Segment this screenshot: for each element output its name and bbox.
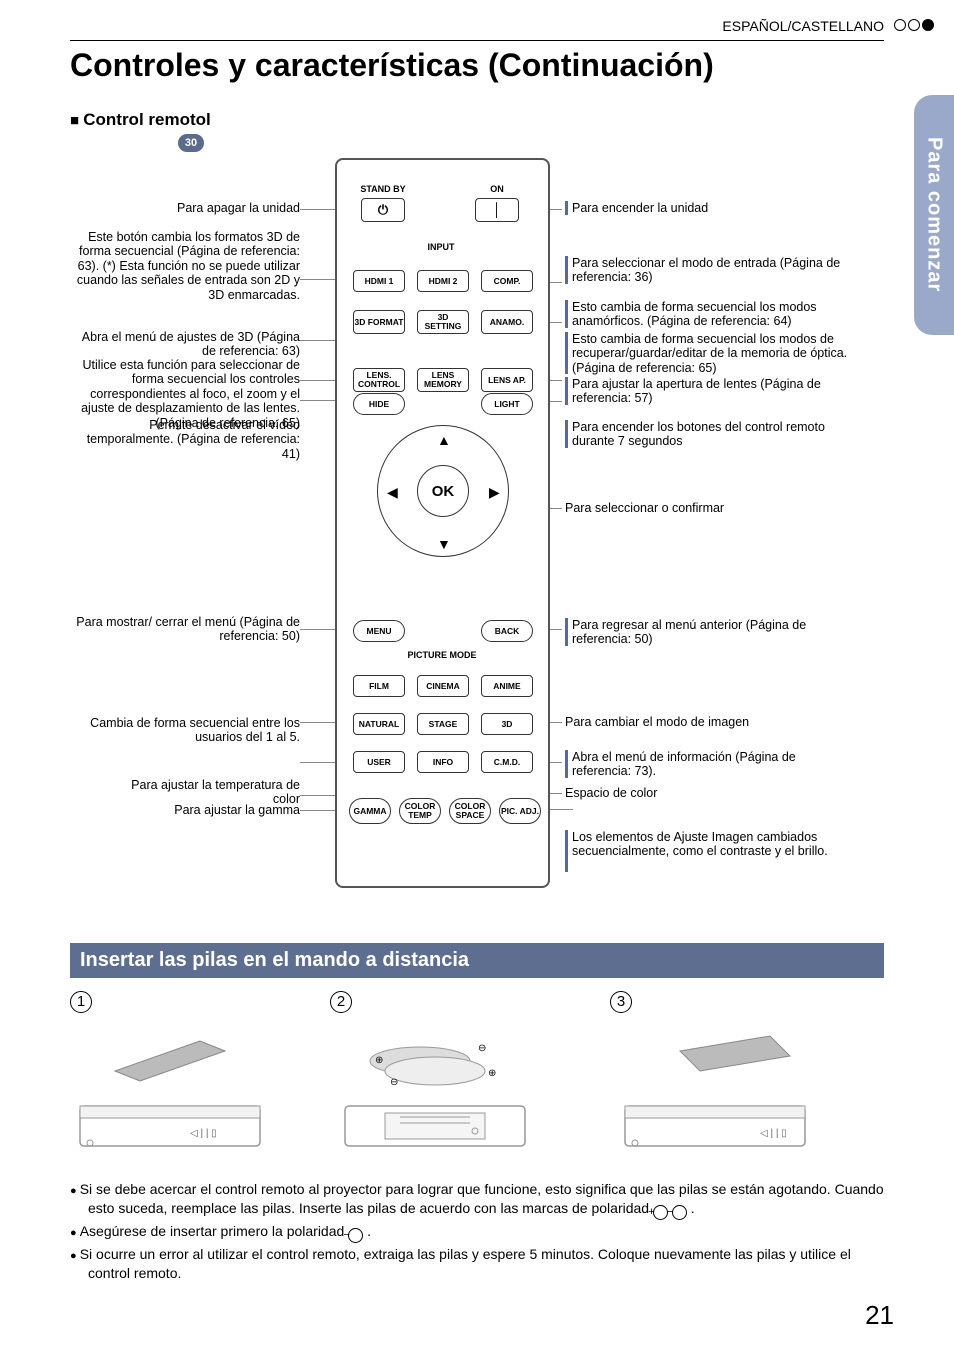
anno-anamo: Esto cambia de forma secuencial los modo…: [565, 300, 865, 329]
step-number-1: 1: [70, 990, 340, 1013]
3d-format-button[interactable]: 3D FORMAT: [353, 310, 405, 334]
hdmi2-button[interactable]: HDMI 2: [417, 270, 469, 292]
svg-text:⊖: ⊖: [478, 1043, 486, 1054]
anno-hide: Permite desactivar el vídeo temporalment…: [70, 418, 300, 461]
hide-button[interactable]: HIDE: [353, 393, 405, 415]
anno-ok: Para seleccionar o confirmar: [565, 501, 855, 515]
standby-label: STAND BY: [353, 184, 413, 194]
cmd-button[interactable]: C.M.D.: [481, 751, 533, 773]
battery-notes: Si se debe acercar el control remoto al …: [70, 1180, 884, 1285]
user-button[interactable]: USER: [353, 751, 405, 773]
up-arrow-icon[interactable]: ▲: [437, 432, 451, 448]
section-subtitle: Control remotol: [70, 110, 211, 130]
right-arrow-icon[interactable]: ▶: [489, 484, 500, 501]
side-tab-text: Para comenzar: [923, 137, 946, 292]
side-tab: Para comenzar: [914, 95, 954, 335]
remote-diagram: STAND BY ON ⏻ │ INPUT HDMI 1 HDMI 2 COMP…: [335, 158, 550, 888]
battery-steps: 1 ◁ | | ▯ 2 ⊕ ⊖ ⊖ ⊕: [70, 990, 884, 1170]
language-label: ESPAÑOL/CASTELLANO: [722, 18, 884, 34]
anno-back: Para regresar al menú anterior (Página d…: [565, 618, 855, 647]
picture-mode-label: PICTURE MODE: [392, 650, 492, 660]
anno-3dformat: Este botón cambia los formatos 3D de for…: [70, 230, 300, 302]
page-title: Controles y características (Continuació…: [70, 40, 884, 84]
anno-gamma: Para ajustar la gamma: [120, 803, 300, 817]
page-number: 21: [865, 1300, 894, 1331]
gamma-button[interactable]: GAMMA: [349, 798, 391, 824]
anno-picadj: Los elementos de Ajuste Imagen cambiados…: [565, 830, 855, 872]
anno-picmode: Para cambiar el modo de imagen: [565, 715, 855, 729]
film-button[interactable]: FILM: [353, 675, 405, 697]
lens-memory-button[interactable]: LENS MEMORY: [417, 368, 469, 392]
note-3: Si ocurre un error al utilizar el contro…: [70, 1245, 884, 1283]
badge-30: 30: [178, 134, 204, 152]
color-temp-button[interactable]: COLOR TEMP: [399, 798, 441, 824]
svg-text:◁ | | ▯: ◁ | | ▯: [190, 1128, 217, 1139]
natural-button[interactable]: NATURAL: [353, 713, 405, 735]
3d-setting-button[interactable]: 3D SETTING: [417, 310, 469, 334]
anno-3dsetting: Abra el menú de ajustes de 3D (Página de…: [70, 330, 300, 359]
info-button[interactable]: INFO: [417, 751, 469, 773]
battery-diagram-1: ◁ | | ▯: [70, 1021, 300, 1161]
hdmi1-button[interactable]: HDMI 1: [353, 270, 405, 292]
anno-on: Para encender la unidad: [565, 201, 855, 215]
color-space-button[interactable]: COLOR SPACE: [449, 798, 491, 824]
light-button[interactable]: LIGHT: [481, 393, 533, 415]
anno-lensmemory: Esto cambia de forma secuencial los modo…: [565, 332, 865, 375]
battery-diagram-3: ◁ | | ▯: [610, 1021, 840, 1161]
lens-ap-button[interactable]: LENS AP.: [481, 368, 533, 392]
comp-button[interactable]: COMP.: [481, 270, 533, 292]
svg-text:◁ | | ▯: ◁ | | ▯: [760, 1128, 787, 1139]
stage-button[interactable]: STAGE: [417, 713, 469, 735]
input-label: INPUT: [411, 242, 471, 252]
anno-standby: Para apagar la unidad: [70, 201, 300, 215]
anamo-button[interactable]: ANAMO.: [481, 310, 533, 334]
left-arrow-icon[interactable]: ◀: [387, 484, 398, 501]
anno-input: Para seleccionar el modo de entrada (Pág…: [565, 256, 855, 285]
svg-text:⊖: ⊖: [390, 1077, 398, 1088]
anime-button[interactable]: ANIME: [481, 675, 533, 697]
down-arrow-icon[interactable]: ▼: [437, 536, 451, 552]
cinema-button[interactable]: CINEMA: [417, 675, 469, 697]
battery-diagram-2: ⊕ ⊖ ⊖ ⊕: [330, 1021, 560, 1161]
standby-button[interactable]: ⏻: [361, 198, 405, 222]
anno-user: Cambia de forma secuencial entre los usu…: [60, 716, 300, 745]
note-1: Si se debe acercar el control remoto al …: [70, 1180, 884, 1220]
3d-button[interactable]: 3D: [481, 713, 533, 735]
svg-text:⊕: ⊕: [375, 1055, 383, 1066]
step-number-3: 3: [610, 990, 880, 1013]
menu-button[interactable]: MENU: [353, 620, 405, 642]
battery-section-header: Insertar las pilas en el mando a distanc…: [70, 943, 884, 978]
note-2: Asegúrese de insertar primero la polarid…: [70, 1222, 884, 1243]
step-number-2: 2: [330, 990, 600, 1013]
anno-light: Para encender los botones del control re…: [565, 420, 855, 449]
on-label: ON: [467, 184, 527, 194]
ok-button[interactable]: OK: [417, 465, 469, 517]
anno-menu: Para mostrar/ cerrar el menú (Página de …: [70, 615, 300, 644]
pic-adj-button[interactable]: PIC. ADJ.: [499, 798, 541, 824]
anno-lensap: Para ajustar la apertura de lentes (Pági…: [565, 377, 855, 406]
lang-dots: [892, 18, 934, 36]
svg-text:⊕: ⊕: [488, 1068, 496, 1079]
on-button[interactable]: │: [475, 198, 519, 222]
anno-info: Abra el menú de información (Página de r…: [565, 750, 855, 779]
anno-colorspace: Espacio de color: [565, 786, 855, 800]
back-button[interactable]: BACK: [481, 620, 533, 642]
lens-control-button[interactable]: LENS. CONTROL: [353, 368, 405, 392]
